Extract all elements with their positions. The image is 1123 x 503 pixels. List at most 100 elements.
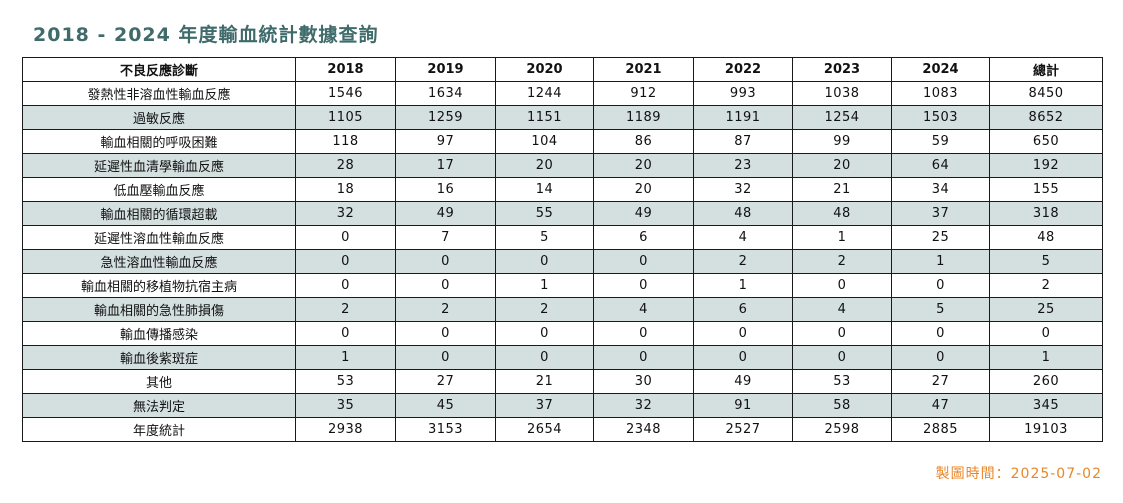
table-row: 其他 53 27 21 30 49 53 27 260	[22, 369, 1103, 394]
table-cell: 58	[792, 393, 892, 418]
table-cell: 2	[295, 297, 396, 322]
table-cell: 0	[891, 321, 990, 346]
row-label: 年度統計	[22, 417, 296, 442]
row-label: 輸血相關的循環超載	[22, 201, 296, 226]
table-cell: 48	[693, 201, 793, 226]
table-cell: 318	[989, 201, 1103, 226]
row-label: 延遲性血清學輸血反應	[22, 153, 296, 178]
table-body: 發熱性非溶血性輸血反應 1546 1634 1244 912 993 1038 1083 845…	[22, 81, 1103, 442]
table-cell: 0	[295, 273, 396, 298]
table-cell: 1254	[792, 105, 892, 130]
table-cell: 1	[693, 273, 793, 298]
row-label: 發熱性非溶血性輸血反應	[22, 81, 296, 106]
table-cell: 97	[395, 129, 496, 154]
table-cell: 14	[495, 177, 594, 202]
table-cell: 59	[891, 129, 990, 154]
table-cell: 5	[891, 297, 990, 322]
table-cell: 0	[792, 321, 892, 346]
table-row: 輸血相關的循環超載 32 49 55 49 48 48 37 318	[22, 201, 1103, 226]
table-cell: 0	[295, 321, 396, 346]
table-cell: 18	[295, 177, 396, 202]
table-cell: 1	[295, 345, 396, 370]
table-cell: 32	[693, 177, 793, 202]
table-row: 輸血相關的呼吸困難 118 97 104 86 87 99 59 650	[22, 129, 1103, 154]
table-cell: 27	[395, 369, 496, 394]
table-cell: 2	[792, 249, 892, 274]
table-row: 輸血後紫斑症 1 0 0 0 0 0 0 1	[22, 345, 1103, 370]
table-cell: 1	[792, 225, 892, 250]
table-cell: 0	[295, 225, 396, 250]
header-year-2018: 2018	[295, 57, 396, 82]
table-cell: 1	[891, 249, 990, 274]
table-cell: 2938	[295, 417, 396, 442]
table-cell: 1503	[891, 105, 990, 130]
table-cell: 0	[792, 345, 892, 370]
row-label: 其他	[22, 369, 296, 394]
table-cell: 2	[693, 249, 793, 274]
table-cell: 6	[693, 297, 793, 322]
table-cell: 1083	[891, 81, 990, 106]
table-cell: 1244	[495, 81, 594, 106]
table-cell: 0	[792, 273, 892, 298]
table-cell: 2598	[792, 417, 892, 442]
table-cell: 53	[792, 369, 892, 394]
table-cell: 47	[891, 393, 990, 418]
table-cell: 4	[792, 297, 892, 322]
table-cell: 0	[593, 321, 694, 346]
row-label: 輸血相關的呼吸困難	[22, 129, 296, 154]
table-cell: 0	[693, 345, 793, 370]
table-cell: 0	[495, 345, 594, 370]
table-cell: 2	[395, 297, 496, 322]
table-cell: 5	[495, 225, 594, 250]
table-cell: 4	[593, 297, 694, 322]
table-cell: 0	[693, 321, 793, 346]
row-label: 輸血傳播感染	[22, 321, 296, 346]
table-cell: 192	[989, 153, 1103, 178]
table-cell: 0	[891, 273, 990, 298]
table-cell: 49	[593, 201, 694, 226]
table-row: 延遲性溶血性輸血反應 0 7 5 6 4 1 25 48	[22, 225, 1103, 250]
table-cell: 5	[989, 249, 1103, 274]
header-diagnosis: 不良反應診斷	[22, 57, 296, 82]
header-total: 總計	[989, 57, 1103, 82]
table-cell: 99	[792, 129, 892, 154]
table-row: 輸血相關的移植物抗宿主病 0 0 1 0 1 0 0 2	[22, 273, 1103, 298]
table-cell: 0	[495, 249, 594, 274]
table-cell: 21	[792, 177, 892, 202]
table-row: 輸血相關的急性肺損傷 2 2 2 4 6 4 5 25	[22, 297, 1103, 322]
table-row: 過敏反應 1105 1259 1151 1189 1191 1254 1503 8652	[22, 105, 1103, 130]
table-cell: 8450	[989, 81, 1103, 106]
table-row: 延遲性血清學輸血反應 28 17 20 20 23 20 64 192	[22, 153, 1103, 178]
table-cell: 45	[395, 393, 496, 418]
table-cell: 0	[593, 345, 694, 370]
table-cell: 0	[395, 321, 496, 346]
table-cell: 30	[593, 369, 694, 394]
table-cell: 0	[891, 345, 990, 370]
table-cell: 55	[495, 201, 594, 226]
table-cell: 2	[989, 273, 1103, 298]
table-cell: 20	[593, 177, 694, 202]
row-label: 輸血後紫斑症	[22, 345, 296, 370]
table-cell: 32	[295, 201, 396, 226]
table-cell: 48	[792, 201, 892, 226]
table-cell: 87	[693, 129, 793, 154]
table-cell: 1191	[693, 105, 793, 130]
header-year-2020: 2020	[495, 57, 594, 82]
table-row: 輸血傳播感染 0 0 0 0 0 0 0 0	[22, 321, 1103, 346]
table-cell: 0	[989, 321, 1103, 346]
row-label: 低血壓輸血反應	[22, 177, 296, 202]
table-cell: 37	[891, 201, 990, 226]
table-cell: 25	[891, 225, 990, 250]
table-cell: 8652	[989, 105, 1103, 130]
table-cell: 155	[989, 177, 1103, 202]
table-cell: 20	[495, 153, 594, 178]
table-cell: 1189	[593, 105, 694, 130]
header-year-2023: 2023	[792, 57, 892, 82]
table-cell: 345	[989, 393, 1103, 418]
table-cell: 1	[989, 345, 1103, 370]
table-cell: 0	[495, 321, 594, 346]
table-cell: 4	[693, 225, 793, 250]
table-cell: 0	[593, 249, 694, 274]
table-cell: 2527	[693, 417, 793, 442]
table-row: 無法判定 35 45 37 32 91 58 47 345	[22, 393, 1103, 418]
